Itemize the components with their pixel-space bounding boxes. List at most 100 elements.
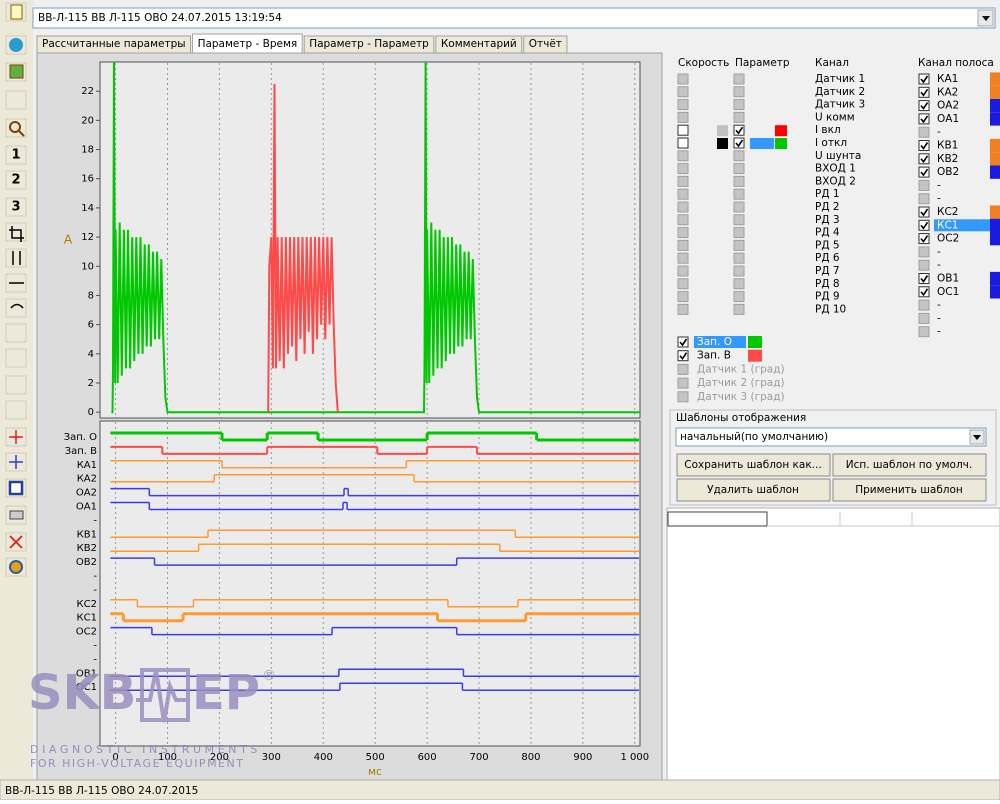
checkbox[interactable] — [918, 206, 930, 218]
record-combobox[interactable] — [32, 7, 996, 29]
button-label: Применить шаблон — [855, 484, 963, 496]
checkbox[interactable] — [918, 153, 930, 165]
row-label: - — [93, 571, 97, 582]
checkbox[interactable] — [677, 363, 689, 375]
checkbox[interactable] — [918, 233, 930, 245]
x-tick-label: 400 — [314, 752, 333, 763]
checkbox[interactable] — [677, 137, 689, 149]
checkbox[interactable] — [733, 239, 745, 251]
checkbox[interactable] — [677, 291, 689, 303]
checkbox[interactable] — [677, 124, 689, 136]
checkbox[interactable] — [733, 73, 745, 85]
checkbox[interactable] — [677, 150, 689, 162]
channel-label: I вкл — [815, 124, 841, 136]
checkbox[interactable] — [677, 252, 689, 264]
checkbox[interactable] — [733, 303, 745, 315]
checkbox[interactable] — [918, 86, 930, 98]
checkbox[interactable] — [918, 100, 930, 112]
checkbox[interactable] — [677, 265, 689, 277]
checkbox[interactable] — [918, 140, 930, 151]
checkbox[interactable] — [677, 175, 689, 187]
checkbox[interactable] — [918, 286, 930, 298]
checkbox[interactable] — [733, 137, 745, 149]
checkbox[interactable] — [733, 291, 745, 303]
template-button[interactable] — [676, 453, 831, 477]
x-tick-label: 800 — [521, 752, 540, 763]
checkbox[interactable] — [733, 252, 745, 264]
checkbox[interactable] — [677, 99, 689, 111]
toolbar-button[interactable] — [5, 400, 27, 420]
channel-label: РД 6 — [815, 252, 840, 264]
checkbox[interactable] — [918, 299, 930, 311]
checkbox[interactable] — [918, 326, 930, 338]
checkbox[interactable] — [733, 86, 745, 98]
icon-new — [10, 4, 23, 20]
checkbox[interactable] — [677, 227, 689, 239]
checkbox[interactable] — [677, 214, 689, 226]
checkbox[interactable] — [733, 201, 745, 213]
templates-title: Шаблоны отображения — [676, 412, 806, 424]
checkbox[interactable] — [918, 166, 930, 178]
toolbar-button[interactable] — [5, 298, 27, 318]
toolbar-button[interactable] — [5, 323, 27, 343]
toolbar-button[interactable] — [5, 145, 27, 165]
channel-swatch — [775, 125, 787, 137]
y-tick-label: 6 — [88, 320, 94, 331]
template-button[interactable] — [832, 478, 987, 502]
checkbox[interactable] — [918, 73, 930, 85]
band-color — [990, 112, 1000, 126]
column-header: Параметр — [735, 57, 790, 69]
checkbox[interactable] — [733, 124, 745, 136]
checkbox[interactable] — [677, 377, 689, 389]
checkbox[interactable] — [918, 259, 930, 271]
band-label: ОА2 — [937, 100, 959, 112]
checkbox[interactable] — [733, 278, 745, 290]
checkbox[interactable] — [677, 86, 689, 98]
checkbox[interactable] — [677, 201, 689, 213]
checkbox[interactable] — [918, 126, 930, 138]
toolbar-button[interactable] — [5, 375, 27, 395]
toolbar-button[interactable] — [5, 170, 27, 190]
checkbox[interactable] — [918, 312, 930, 324]
checkbox[interactable] — [733, 163, 745, 175]
checkbox[interactable] — [918, 273, 930, 284]
template-button[interactable] — [676, 478, 831, 502]
toolbar-button[interactable] — [5, 348, 27, 368]
checkbox[interactable] — [918, 179, 930, 191]
checkbox[interactable] — [733, 150, 745, 162]
button-label: Сохранить шаблон как... — [684, 459, 821, 471]
template-select[interactable] — [675, 427, 987, 447]
toolbar-button[interactable] — [5, 197, 27, 217]
checkbox[interactable] — [733, 111, 745, 123]
toolbar-button[interactable] — [5, 90, 27, 110]
checkbox[interactable] — [677, 111, 689, 123]
checkbox[interactable] — [677, 303, 689, 315]
checkbox[interactable] — [918, 193, 930, 205]
data-line — [267, 83, 339, 413]
checkbox[interactable] — [733, 227, 745, 239]
y-tick-label: 14 — [81, 203, 94, 214]
checkbox[interactable] — [733, 188, 745, 200]
checkbox[interactable] — [677, 350, 689, 362]
checkbox[interactable] — [677, 239, 689, 251]
checkbox[interactable] — [918, 113, 930, 125]
checkbox[interactable] — [677, 163, 689, 175]
checkbox[interactable] — [677, 278, 689, 290]
toolbar-button[interactable] — [5, 248, 27, 268]
checkbox[interactable] — [677, 336, 689, 348]
checkbox[interactable] — [733, 175, 745, 187]
checkbox[interactable] — [733, 99, 745, 111]
checkbox[interactable] — [918, 219, 930, 231]
checkbox[interactable] — [677, 391, 689, 403]
y-tick-label: 0 — [88, 407, 94, 418]
checkbox[interactable] — [677, 73, 689, 85]
row-label: ОС2 — [76, 627, 97, 638]
x-tick-label: 300 — [262, 752, 281, 763]
icon-plus-blue — [9, 455, 23, 469]
channel-label: РД 9 — [815, 291, 840, 303]
template-button[interactable] — [832, 453, 987, 477]
checkbox[interactable] — [733, 265, 745, 277]
checkbox[interactable] — [677, 188, 689, 200]
checkbox[interactable] — [733, 214, 745, 226]
checkbox[interactable] — [918, 246, 930, 258]
